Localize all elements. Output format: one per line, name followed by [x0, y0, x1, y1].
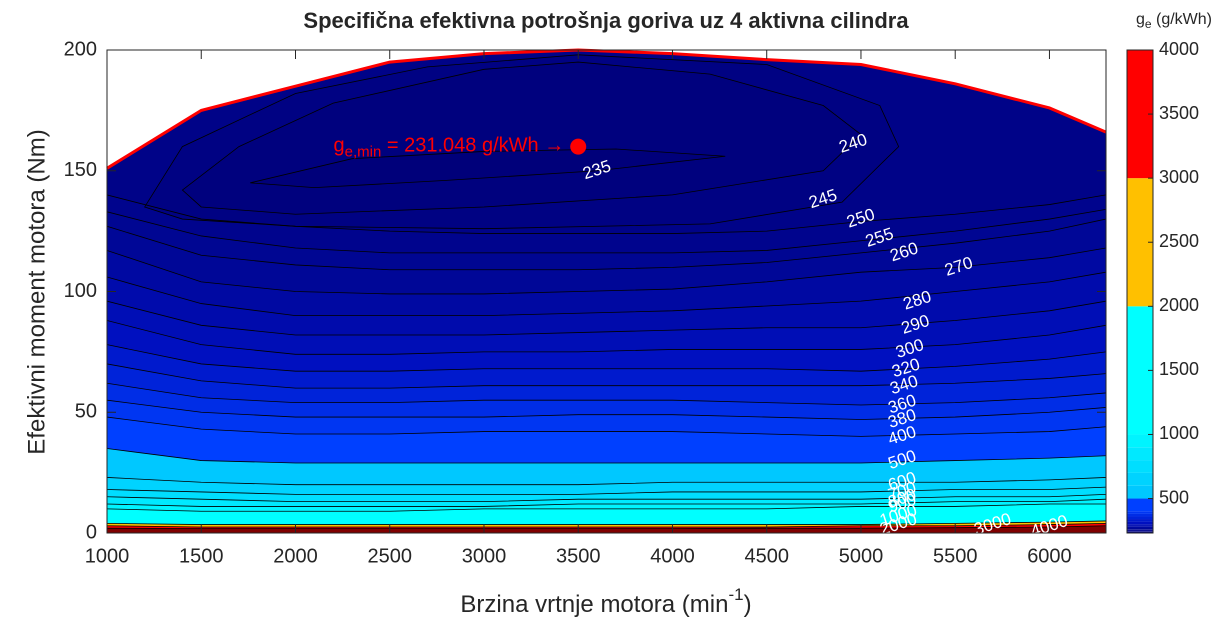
colorbar-band: [1127, 472, 1153, 486]
y-tick-label: 50: [75, 401, 97, 423]
colorbar-band: [1127, 519, 1153, 522]
contour-line: [107, 300, 1106, 336]
colorbar-band: [1127, 526, 1153, 529]
contour-line: [250, 148, 726, 189]
colorbar-label-text: (g/kWh): [1152, 11, 1212, 28]
contour-line: [181, 61, 862, 215]
annotation-text: = 231.048 g/kWh →: [381, 135, 564, 157]
contour-line: [107, 247, 1106, 295]
overlay: ge,min = 231.048 g/kWh →1000 1500 2000 2500…: [64, 38, 1199, 567]
colorbar-band: [1127, 447, 1153, 461]
y-axis-label: Efektivni moment motora (Nm): [23, 129, 50, 454]
x-tick-label: 2500: [367, 545, 412, 567]
chart-title: Specifična efektivna potrošnja goriva uz…: [303, 8, 909, 33]
contour-line: [107, 194, 1106, 234]
colorbar-tick-label: 1500: [1159, 359, 1199, 379]
x-axis-label: Brzina vrtnje motora (min-1): [460, 585, 751, 618]
colorbar-band: [1127, 531, 1153, 532]
contour-line: [107, 320, 1106, 355]
y-tick-label: 0: [86, 521, 97, 543]
colorbar-band: [1127, 511, 1153, 514]
contour-line: [107, 399, 1106, 420]
x-tick-label: 6000: [1027, 545, 1072, 567]
contour-line: [107, 522, 1106, 528]
contour-line: [107, 218, 1106, 271]
colorbar-band: [1127, 434, 1153, 448]
contour-line: [107, 477, 1106, 486]
min-point: [570, 138, 587, 155]
contour-line: [107, 382, 1106, 406]
x-axis-label-sup: -1: [728, 585, 743, 604]
colorbar-band: [1127, 525, 1153, 527]
y-tick-label: 150: [64, 159, 97, 181]
colorbar-tick-label: 3000: [1159, 167, 1199, 187]
contour-line: [107, 486, 1106, 495]
contour-line: [107, 271, 1106, 317]
contour-plot: 2352402452502552602702802903003203403603…: [107, 50, 1106, 533]
colorbar-tick-label: 500: [1159, 487, 1189, 507]
contour-line: [107, 363, 1106, 389]
x-tick-label: 3000: [462, 545, 507, 567]
x-tick-label: 3500: [556, 545, 601, 567]
colorbar-tick-label: 4000: [1159, 39, 1199, 59]
x-tick-label: 5000: [839, 545, 884, 567]
colorbar-band: [1127, 521, 1153, 525]
colorbar-band: [1127, 513, 1153, 517]
colorbar-label-sub: e: [1145, 17, 1152, 31]
colorbar-tick-label: 2500: [1159, 231, 1199, 251]
x-tick-label: 1000: [85, 545, 130, 567]
x-tick-label: 2000: [273, 545, 318, 567]
contour-line: [107, 208, 1106, 254]
contour-line: [107, 416, 1106, 437]
colorbar-band: [1127, 524, 1153, 526]
contour-line: [107, 503, 1106, 512]
colorbar-band: [1127, 529, 1153, 531]
x-tick-label: 1500: [179, 545, 224, 567]
contour-line: [107, 448, 1106, 464]
colorbar-tick-label: 2000: [1159, 295, 1199, 315]
annotation-sub: e,min: [345, 144, 382, 161]
contour-line: [107, 520, 1106, 525]
x-axis-label-text: Brzina vrtnje motora (min: [460, 591, 728, 618]
x-axis-label-end: ): [744, 591, 752, 618]
contour-line: [144, 54, 900, 230]
colorbar-tick-label: 3500: [1159, 103, 1199, 123]
colorbar-band: [1127, 529, 1153, 530]
contour-line: [107, 493, 1106, 503]
colorbar-band: [1127, 530, 1153, 532]
full-load-curve: [106, 48, 1107, 170]
y-tick-label: 200: [64, 38, 97, 60]
colorbar-band: [1127, 498, 1153, 512]
x-tick-label: 5500: [933, 545, 978, 567]
x-tick-label: 4000: [650, 545, 695, 567]
colorbar-band: [1127, 516, 1153, 520]
x-tick-label: 4500: [744, 545, 789, 567]
contour-fill: [250, 149, 726, 188]
colorbar-label-base: g: [1136, 11, 1145, 28]
contour-line: [107, 498, 1106, 507]
min-annotation: ge,min = 231.048 g/kWh →: [334, 135, 565, 161]
colorbar-band: [1127, 531, 1153, 533]
colorbar-band: [1127, 528, 1153, 530]
colorbar-tick-label: 1000: [1159, 423, 1199, 443]
contour-line: [107, 344, 1106, 372]
colorbar-band: [1127, 485, 1153, 499]
annotation-base: g: [334, 135, 345, 157]
colorbar-label: ge (g/kWh): [1136, 11, 1212, 31]
colorbar-band: [1127, 460, 1153, 473]
contour-line: [107, 525, 1106, 530]
colorbar-box: [1126, 49, 1154, 534]
y-tick-label: 100: [64, 280, 97, 302]
